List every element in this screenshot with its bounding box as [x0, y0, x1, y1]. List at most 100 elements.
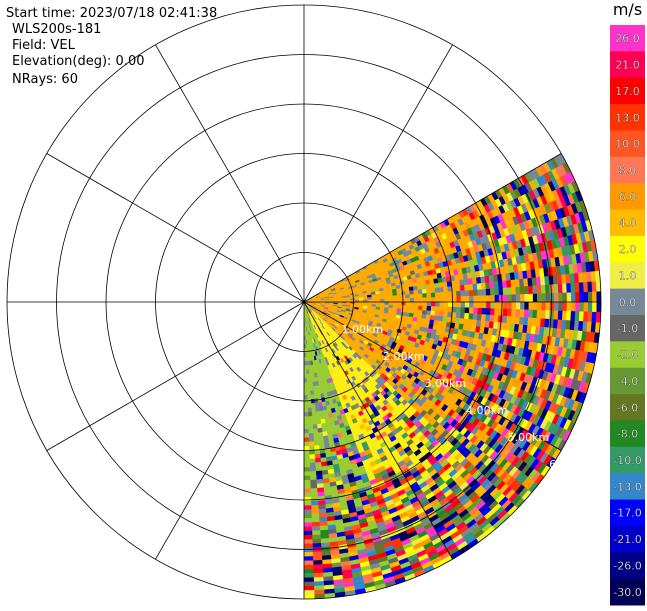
velocity-cell	[306, 353, 308, 357]
colorbar-tick-label: 1.0	[619, 270, 637, 283]
velocity-cell	[571, 311, 576, 321]
velocity-cell	[304, 387, 307, 391]
velocity-cell	[406, 302, 410, 306]
velocity-cell	[423, 306, 428, 311]
velocity-cell	[318, 496, 325, 501]
velocity-cell	[304, 374, 307, 378]
velocity-cell	[448, 302, 452, 307]
velocity-cell	[316, 479, 323, 484]
velocity-cell	[380, 302, 384, 305]
velocity-cell	[511, 280, 516, 288]
velocity-cell	[542, 294, 546, 302]
velocity-cell	[511, 317, 516, 325]
velocity-cell	[304, 501, 311, 505]
velocity-cell	[380, 296, 384, 299]
velocity-cell	[304, 540, 312, 544]
velocity-cell	[307, 399, 311, 404]
velocity-cell	[512, 302, 516, 309]
colorbar-tick-label: -2.0	[617, 349, 638, 362]
velocity-cell	[431, 302, 435, 307]
velocity-cell	[310, 480, 317, 485]
velocity-cell	[460, 280, 465, 286]
velocity-cell	[456, 286, 461, 292]
velocity-cell	[448, 292, 453, 297]
velocity-cell	[427, 293, 432, 298]
velocity-cell	[320, 453, 326, 458]
velocity-cell	[533, 310, 538, 318]
velocity-cell	[444, 297, 448, 302]
velocity-cell	[388, 293, 393, 296]
velocity-cell	[512, 295, 516, 302]
velocity-cell	[469, 290, 474, 296]
velocity-cell	[499, 309, 504, 316]
velocity-cell	[304, 578, 314, 582]
velocity-cell	[304, 514, 312, 518]
velocity-cell	[533, 286, 538, 294]
velocity-cell	[529, 302, 533, 310]
velocity-cell	[443, 317, 448, 323]
velocity-cell	[376, 302, 380, 305]
velocity-cell	[311, 399, 315, 404]
velocity-cell	[499, 288, 504, 295]
velocity-cell	[464, 285, 469, 291]
velocity-cell	[430, 315, 435, 320]
velocity-cell	[503, 309, 508, 316]
velocity-cell	[355, 298, 359, 300]
velocity-cell	[380, 299, 384, 302]
velocity-cell	[456, 313, 461, 319]
velocity-cell	[422, 314, 427, 319]
velocity-cell	[304, 518, 312, 522]
velocity-cell	[473, 314, 478, 320]
velocity-cell	[482, 289, 487, 296]
velocity-cell	[418, 310, 423, 314]
velocity-cell	[397, 292, 402, 296]
velocity-cell	[304, 480, 310, 484]
velocity-cell	[537, 285, 542, 294]
velocity-cell	[520, 294, 524, 302]
velocity-cell	[413, 282, 418, 287]
velocity-cell	[579, 312, 584, 322]
velocity-cell	[457, 302, 461, 308]
velocity-cell	[490, 282, 495, 289]
velocity-cell	[418, 290, 423, 294]
velocity-cell	[304, 497, 311, 501]
velocity-cell	[486, 289, 491, 296]
velocity-cell	[308, 416, 312, 420]
velocity-cell	[304, 586, 314, 590]
velocity-cell	[314, 581, 324, 586]
velocity-cell	[434, 283, 439, 288]
velocity-cell	[490, 289, 495, 296]
velocity-cell	[478, 302, 482, 308]
velocity-cell	[414, 310, 419, 314]
velocity-cell	[524, 286, 529, 294]
velocity-cell	[507, 288, 512, 295]
velocity-cell	[477, 283, 482, 290]
velocity-cell	[410, 302, 414, 306]
velocity-cell	[304, 383, 307, 387]
velocity-cell	[314, 399, 318, 404]
velocity-cell	[444, 307, 449, 312]
velocity-cell	[537, 302, 541, 310]
velocity-cell	[439, 307, 444, 312]
colorbar-unit: m/s	[608, 0, 647, 19]
velocity-cell	[443, 282, 448, 288]
velocity-cell	[304, 442, 309, 446]
velocity-cell	[579, 283, 584, 293]
velocity-cell	[478, 308, 483, 314]
velocity-cell	[584, 302, 588, 312]
velocity-cell	[443, 287, 448, 292]
velocity-cell	[575, 292, 579, 302]
velocity-cell	[304, 425, 308, 429]
velocity-cell	[567, 302, 571, 311]
colorbar-tick-label: -30.0	[613, 586, 641, 599]
velocity-cell	[562, 284, 567, 293]
velocity-cell	[304, 400, 308, 404]
velocity-cell	[481, 283, 486, 290]
range-ring-label: 5.00km	[508, 431, 550, 444]
velocity-cell	[498, 316, 503, 323]
velocity-cell	[376, 299, 380, 302]
velocity-cell	[304, 573, 314, 577]
velocity-cell	[316, 471, 322, 476]
velocity-cell	[503, 295, 507, 302]
